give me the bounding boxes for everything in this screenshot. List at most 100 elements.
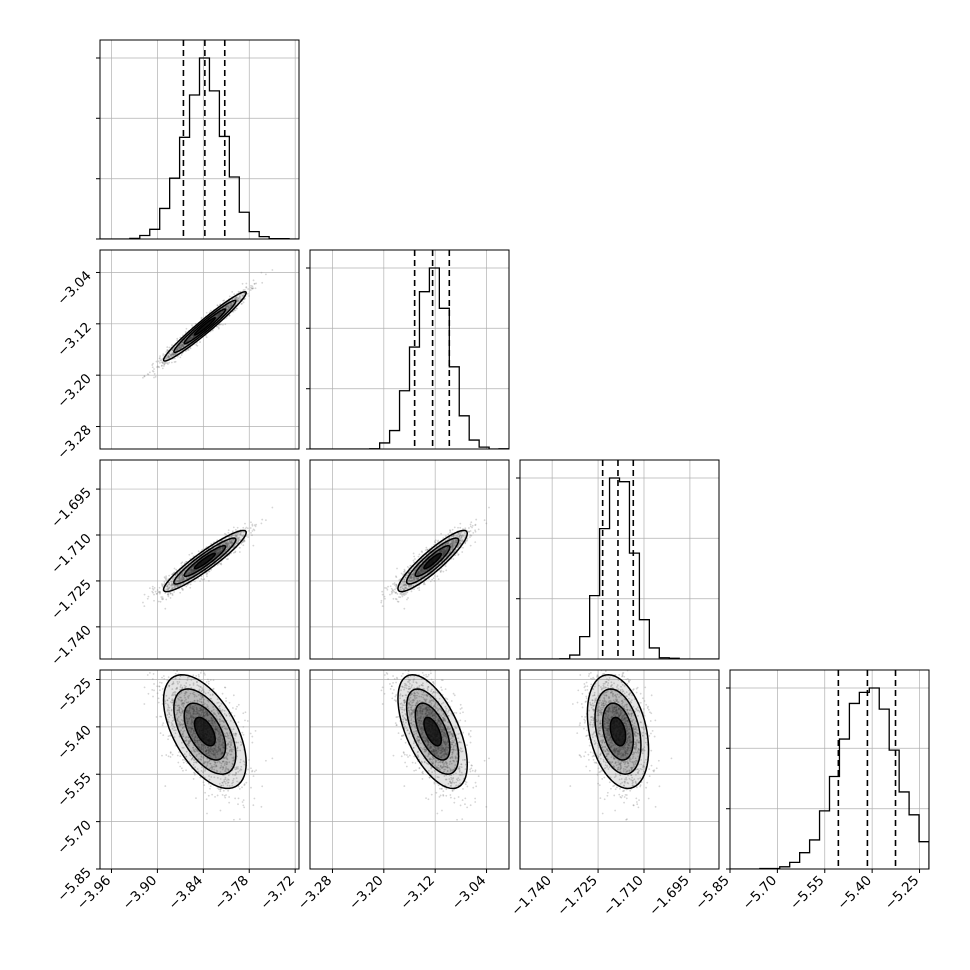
- sample-point: [240, 534, 243, 536]
- panel-frame: [309, 249, 510, 450]
- sample-point: [452, 543, 454, 546]
- sample-point: [220, 312, 223, 315]
- sample-point: [200, 701, 203, 704]
- sample-point: [176, 585, 178, 588]
- sample-point: [218, 552, 220, 554]
- sample-point: [417, 565, 420, 568]
- sample-point: [206, 572, 209, 575]
- sample-point: [436, 540, 439, 543]
- sample-point: [413, 555, 416, 558]
- sample-point: [196, 341, 198, 344]
- sample-point: [402, 593, 405, 596]
- sample-point: [452, 542, 455, 545]
- contour-line: [397, 529, 469, 593]
- sample-point: [409, 577, 412, 580]
- sample-point: [251, 741, 254, 744]
- sample-point: [236, 526, 239, 529]
- sample-point: [406, 574, 409, 577]
- sample-point: [215, 769, 218, 772]
- sample-point: [459, 542, 462, 545]
- sample-point: [390, 587, 393, 590]
- contour-line: [414, 544, 451, 578]
- sample-point: [241, 294, 244, 297]
- sample-point: [440, 549, 443, 551]
- sample-point: [180, 587, 183, 590]
- sample-point: [193, 758, 195, 761]
- sample-point: [413, 576, 415, 579]
- sample-point: [187, 577, 189, 580]
- sample-point: [225, 542, 228, 545]
- sample-point: [207, 570, 210, 573]
- sample-point: [390, 592, 393, 595]
- sample-point: [415, 578, 418, 580]
- sample-point: [195, 343, 198, 346]
- sample-point: [161, 361, 163, 364]
- sample-point: [243, 783, 246, 786]
- sample-point: [174, 352, 176, 355]
- sample-point: [445, 569, 448, 572]
- sample-point: [444, 550, 447, 552]
- sample-point: [455, 542, 458, 544]
- sample-point: [214, 555, 217, 558]
- sample-point: [219, 312, 221, 315]
- sample-point: [218, 323, 220, 326]
- sample-point: [245, 526, 248, 529]
- sample-point: [432, 577, 435, 580]
- sample-point: [252, 287, 255, 290]
- sample-point: [447, 542, 450, 545]
- sample-point: [185, 755, 188, 758]
- sample-point: [235, 534, 238, 537]
- sample-point: [409, 585, 412, 588]
- sample-point: [414, 569, 417, 571]
- sample-point: [450, 547, 453, 550]
- sample-point: [219, 550, 221, 553]
- sample-point: [178, 347, 181, 350]
- sample-point: [224, 735, 227, 738]
- sample-point: [460, 535, 463, 537]
- sample-point: [455, 539, 458, 542]
- sample-point: [202, 701, 205, 704]
- sample-point: [168, 355, 171, 358]
- sample-point: [235, 297, 237, 300]
- sample-point: [186, 718, 189, 720]
- sample-point: [448, 537, 451, 540]
- sample-point: [416, 573, 419, 575]
- sample-point: [408, 571, 410, 574]
- sample-point: [411, 573, 414, 576]
- sample-point: [417, 571, 420, 574]
- sample-point: [442, 537, 445, 540]
- sample-point: [220, 563, 223, 566]
- sample-point: [216, 549, 219, 551]
- sample-point: [193, 739, 196, 742]
- sample-point: [183, 729, 186, 732]
- sample-point: [215, 549, 218, 552]
- sample-point: [222, 746, 225, 749]
- sample-point: [229, 541, 232, 544]
- sample-point: [211, 719, 214, 722]
- sample-point: [439, 549, 441, 552]
- sample-point: [174, 585, 177, 587]
- sample-point: [395, 584, 398, 587]
- sample-point: [461, 551, 464, 553]
- sample-point: [209, 694, 212, 696]
- sample-point: [222, 547, 224, 550]
- sample-point: [231, 290, 234, 293]
- sample-point: [215, 554, 218, 557]
- sample-point: [176, 348, 179, 351]
- sample-point: [459, 541, 462, 544]
- sample-point: [444, 565, 447, 568]
- sample-point: [398, 579, 401, 581]
- sample-point: [441, 549, 443, 551]
- sample-point: [220, 720, 223, 722]
- sample-point: [474, 524, 477, 526]
- sample-point: [453, 526, 456, 529]
- sample-point: [163, 576, 166, 579]
- sample-point: [403, 578, 406, 581]
- sample-point: [163, 580, 166, 583]
- sample-point: [380, 601, 383, 604]
- sample-point: [440, 549, 443, 552]
- sample-point: [182, 578, 185, 581]
- sample-point: [180, 573, 183, 576]
- sample-point: [165, 578, 167, 581]
- sample-point: [179, 356, 182, 359]
